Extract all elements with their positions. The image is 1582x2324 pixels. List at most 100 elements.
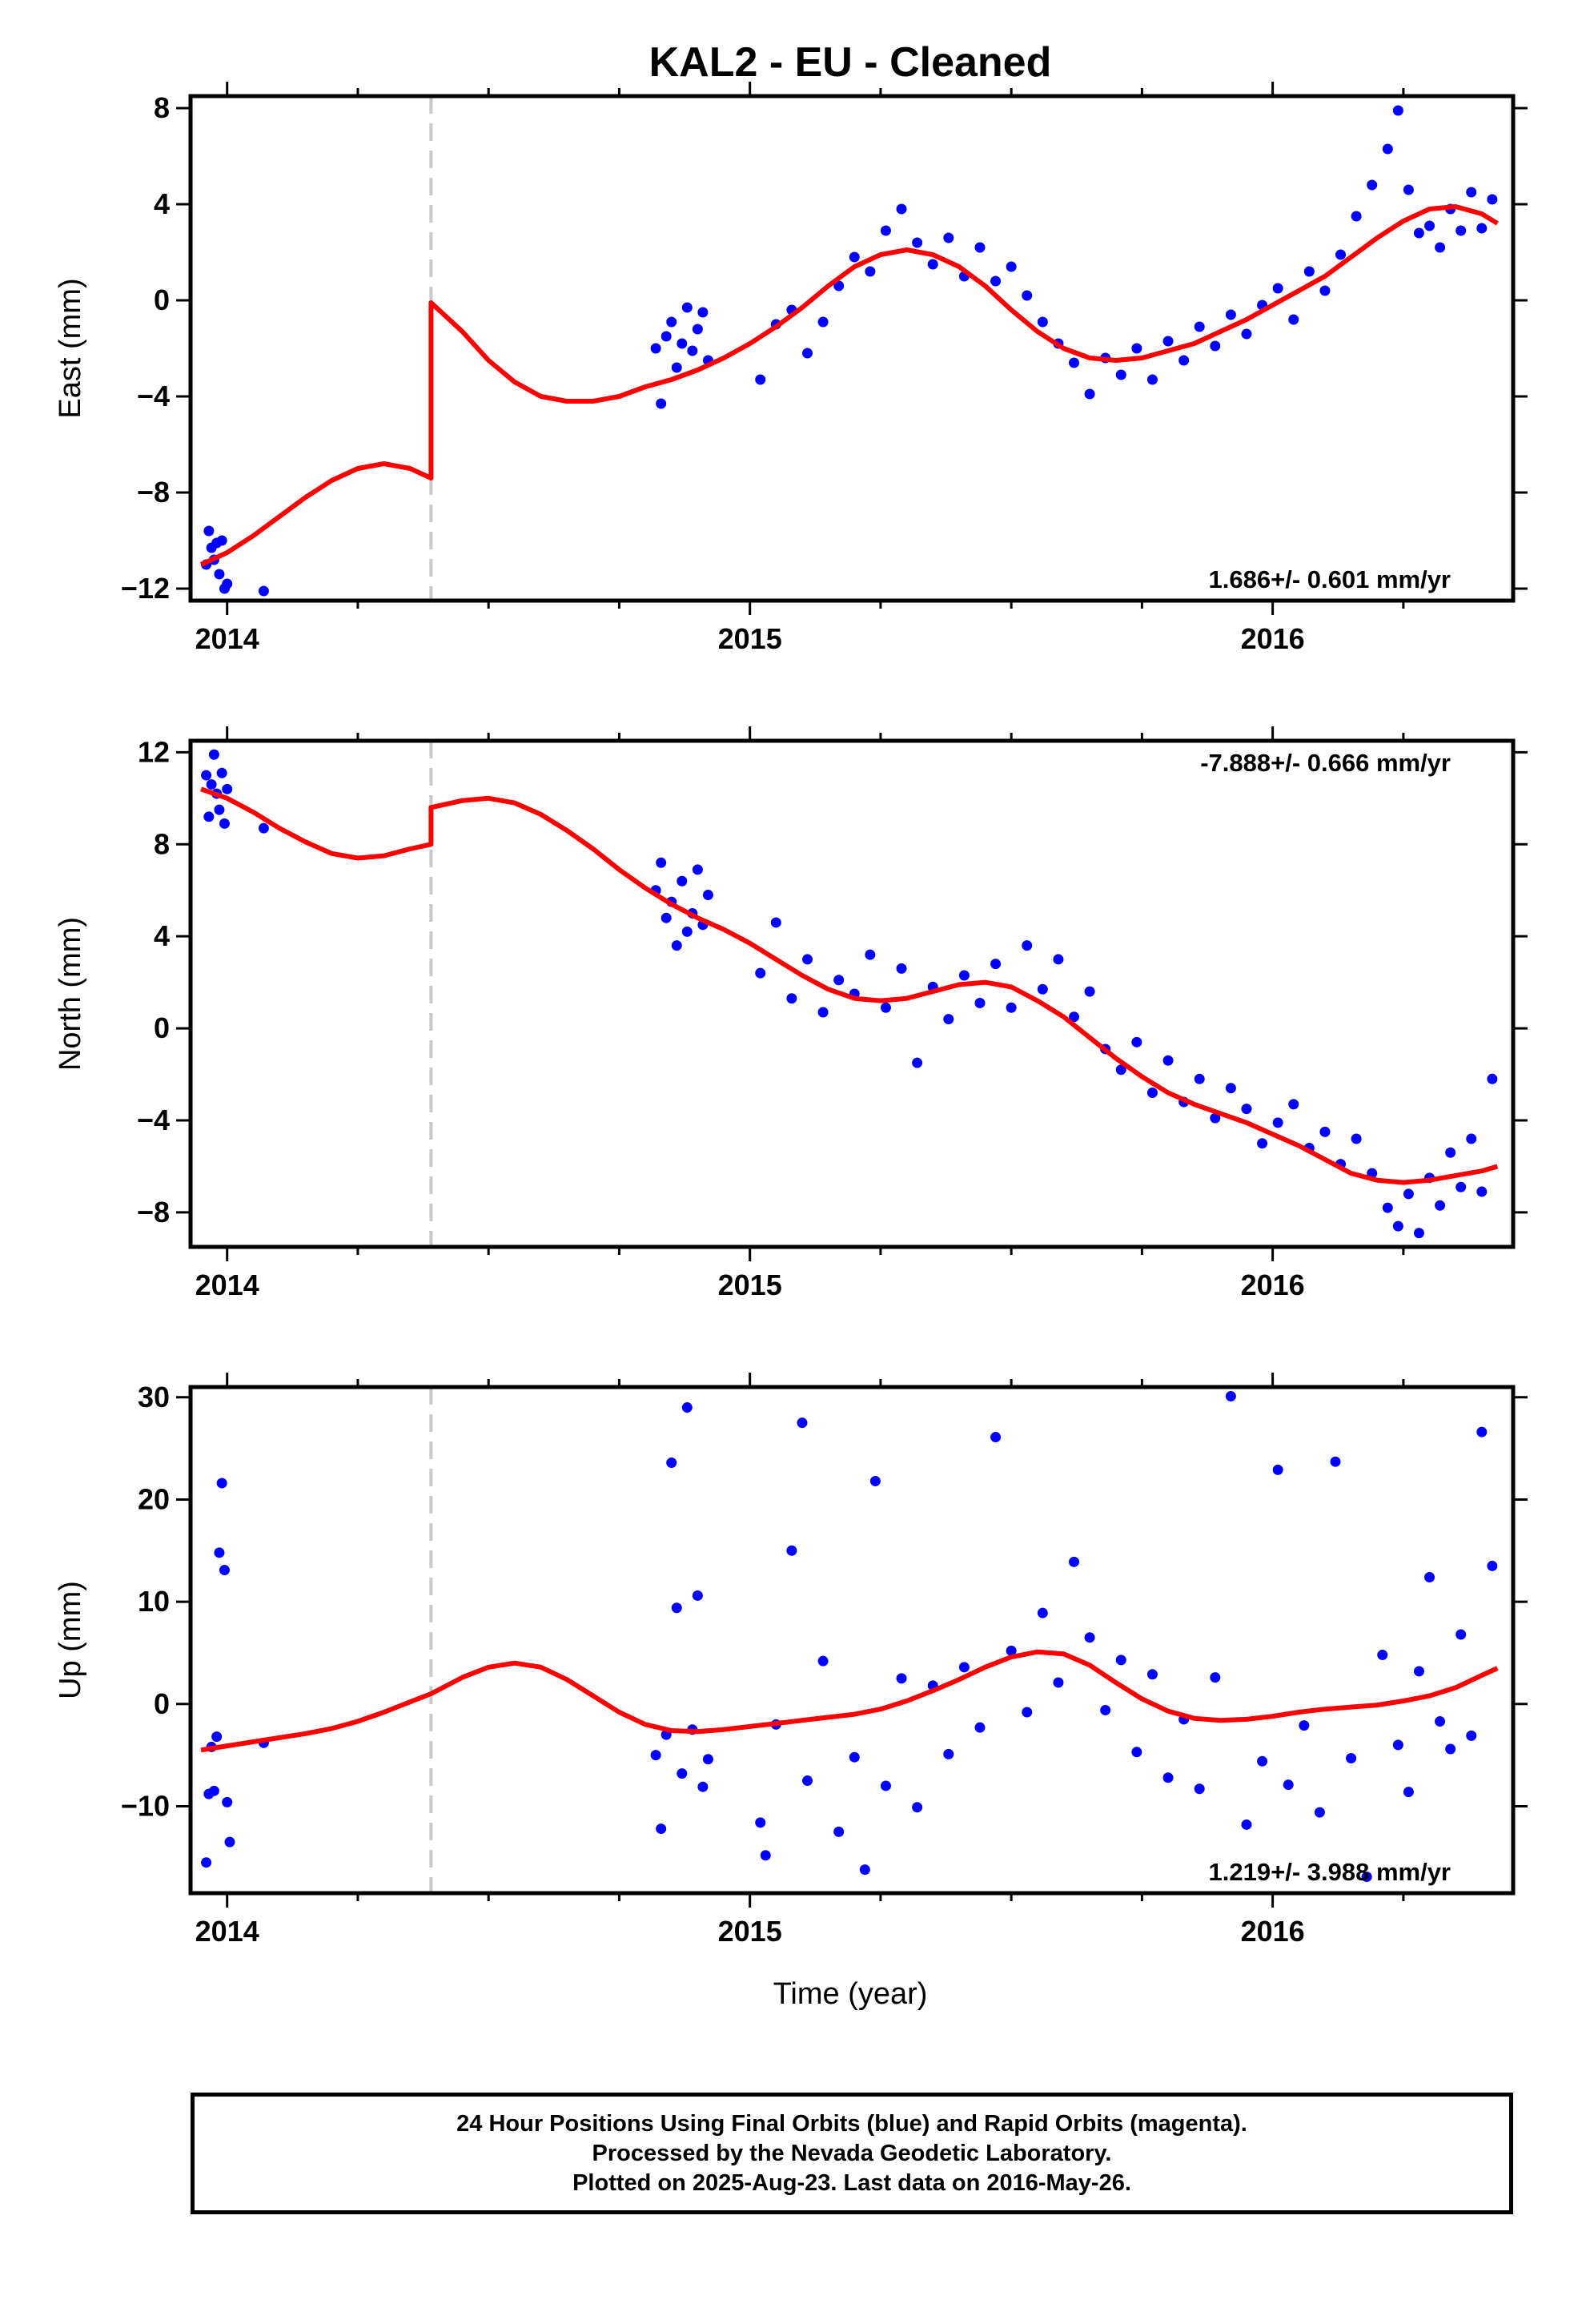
data-point xyxy=(692,864,703,875)
data-point xyxy=(1330,1456,1341,1467)
data-point xyxy=(1084,388,1095,400)
data-point xyxy=(1392,105,1403,116)
y-tick-label: −12 xyxy=(121,572,170,605)
data-point xyxy=(896,1673,907,1684)
data-point xyxy=(214,1547,225,1558)
data-point xyxy=(661,331,672,342)
data-point xyxy=(1303,266,1315,277)
plot-frame xyxy=(188,94,1516,603)
data-point xyxy=(1403,1787,1414,1798)
y-tick-label: 0 xyxy=(154,1687,170,1720)
data-point xyxy=(216,767,227,778)
y-tick-label: 4 xyxy=(154,187,170,220)
data-point xyxy=(958,1662,970,1673)
data-point xyxy=(859,1864,870,1876)
data-point xyxy=(1476,1426,1488,1437)
data-point xyxy=(1466,1730,1477,1741)
data-point xyxy=(1382,143,1393,155)
data-point xyxy=(1115,1064,1126,1076)
data-point xyxy=(1225,309,1236,320)
data-point xyxy=(880,1002,891,1013)
y-axis-label: East (mm) xyxy=(54,278,87,418)
data-point xyxy=(1413,227,1424,239)
data-point xyxy=(1314,1807,1325,1818)
data-point xyxy=(1162,1055,1174,1066)
data-point xyxy=(222,1796,233,1807)
data-point xyxy=(974,242,986,253)
data-point xyxy=(656,857,667,868)
data-point xyxy=(203,525,215,537)
plot-frame xyxy=(188,1385,1516,1896)
data-point xyxy=(1131,1036,1142,1047)
data-point xyxy=(1037,983,1048,995)
data-point xyxy=(211,1731,223,1743)
y-tick-label: 8 xyxy=(154,91,170,124)
data-point xyxy=(219,1565,230,1576)
data-point xyxy=(880,1780,891,1791)
data-point xyxy=(1445,1743,1456,1755)
data-point xyxy=(1194,1783,1205,1795)
data-point xyxy=(1335,249,1347,260)
data-point xyxy=(833,280,845,292)
data-point xyxy=(1435,1200,1446,1211)
data-point xyxy=(1288,1099,1299,1110)
data-point xyxy=(943,1748,954,1759)
data-point xyxy=(1006,261,1017,272)
data-point xyxy=(833,1826,845,1837)
data-point xyxy=(1037,1607,1048,1618)
data-point xyxy=(216,1478,227,1489)
data-point xyxy=(912,1057,923,1068)
x-tick-label: 2014 xyxy=(195,622,259,655)
data-point xyxy=(1210,1112,1221,1124)
data-point xyxy=(1006,1645,1017,1656)
rate-label: 1.686+/- 0.601 mm/yr xyxy=(1209,565,1451,593)
data-point xyxy=(661,912,672,923)
data-point xyxy=(880,225,891,236)
model-curve xyxy=(200,786,1499,1185)
data-point xyxy=(650,1750,661,1761)
data-point xyxy=(222,578,233,589)
data-point xyxy=(1131,1747,1142,1758)
data-point xyxy=(224,1836,235,1848)
data-point xyxy=(801,348,813,359)
data-point xyxy=(681,302,693,313)
rate-label: 1.219+/- 3.988 mm/yr xyxy=(1209,1858,1451,1886)
data-point xyxy=(1069,357,1080,368)
footer-line-2: Processed by the Nevada Geodetic Laborat… xyxy=(592,2140,1112,2166)
data-point xyxy=(1456,225,1467,236)
data-point xyxy=(702,1754,713,1765)
y-tick-label: 4 xyxy=(154,919,170,952)
data-point xyxy=(1084,986,1095,997)
data-point xyxy=(1435,1716,1446,1727)
data-point xyxy=(974,1722,986,1733)
data-point xyxy=(869,1475,881,1486)
data-point xyxy=(1100,1704,1111,1715)
data-point xyxy=(1403,1188,1414,1200)
data-point xyxy=(677,338,688,349)
x-tick-label: 2015 xyxy=(718,622,782,655)
data-point xyxy=(258,822,269,834)
data-point xyxy=(1466,1133,1477,1144)
data-point xyxy=(1241,328,1252,340)
data-point xyxy=(1162,1772,1174,1783)
data-point xyxy=(1346,1752,1357,1763)
x-axis-label: Time (year) xyxy=(773,1977,928,2011)
y-tick-label: 12 xyxy=(138,735,170,768)
data-point xyxy=(817,1655,829,1667)
data-point xyxy=(1146,1088,1158,1099)
data-point xyxy=(1319,1126,1331,1137)
x-tick-label: 2016 xyxy=(1241,622,1305,655)
data-point xyxy=(912,1802,923,1813)
data-point xyxy=(1272,1117,1283,1128)
data-point xyxy=(671,940,682,951)
data-point xyxy=(990,275,1002,287)
data-point xyxy=(801,1775,813,1787)
y-tick-label: −8 xyxy=(137,1196,170,1228)
data-point xyxy=(1283,1779,1294,1791)
y-axis-label: North (mm) xyxy=(54,917,87,1071)
data-point xyxy=(801,954,813,965)
data-point xyxy=(770,917,781,928)
data-point xyxy=(1272,283,1283,294)
data-point xyxy=(1487,194,1498,205)
data-point xyxy=(677,875,688,887)
